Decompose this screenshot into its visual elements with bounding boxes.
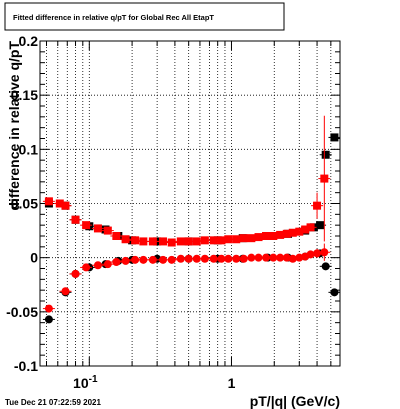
data-point-square [247, 234, 256, 243]
data-point-circle [288, 254, 297, 263]
data-point-square [200, 236, 209, 245]
data-point-circle [131, 255, 140, 264]
data-point-square [82, 221, 91, 230]
data-point-circle [313, 249, 322, 258]
data-point-circle [209, 254, 218, 263]
data-point-square [131, 236, 140, 245]
data-point-circle [217, 254, 226, 263]
data-point-square [209, 236, 218, 245]
y-tick-label: 0.15 [11, 87, 38, 103]
data-point-square [288, 228, 297, 237]
data-point-circle [167, 255, 176, 264]
data-point-circle [112, 258, 121, 266]
data-point-square [224, 235, 233, 244]
data-point-square [313, 201, 322, 210]
data-point-circle [247, 253, 256, 262]
y-tick-label: 0 [30, 250, 38, 266]
data-point-square [301, 225, 310, 234]
data-point-circle [321, 262, 330, 271]
data-point-circle [148, 255, 157, 264]
data-point-circle [82, 263, 91, 272]
data-point-circle [254, 253, 263, 262]
data-marks [42, 115, 341, 324]
data-point-circle [320, 248, 329, 257]
data-point-circle [103, 260, 112, 269]
data-point-square [217, 236, 226, 245]
chart-title: Fitted difference in relative q/pT for G… [13, 13, 214, 22]
data-point-square [167, 238, 176, 247]
title-box: Fitted difference in relative q/pT for G… [4, 2, 285, 31]
grid [40, 41, 340, 366]
data-point-circle [200, 254, 209, 263]
data-point-square [55, 199, 64, 208]
data-point-circle [224, 254, 233, 263]
data-point-square [184, 237, 193, 246]
y-tick-label: -0.1 [14, 358, 38, 374]
data-point-square [295, 227, 304, 236]
data-point-square [103, 226, 112, 235]
data-point-circle [159, 255, 168, 264]
data-point-circle [71, 269, 80, 278]
data-point-square [121, 235, 130, 244]
x-tick-label: 10-1 [73, 374, 98, 391]
tick-labels: -0.1 -0.05 0 0.05 0.1 0.15 0.2 10-1 1 [6, 33, 235, 391]
data-point-square [112, 232, 121, 240]
x-axis-label: pT/|q| (GeV/c) [250, 393, 340, 409]
data-point-square [93, 224, 102, 233]
data-point-circle [276, 253, 285, 262]
x-tick-label: 1 [228, 375, 236, 391]
data-point-circle [239, 254, 248, 263]
data-point-square [176, 237, 185, 246]
title-frame [4, 2, 285, 31]
data-point-square [71, 215, 80, 224]
data-point-square [254, 233, 263, 242]
data-point-square [159, 237, 168, 246]
data-point-circle [93, 261, 102, 270]
data-point-square [282, 229, 291, 238]
y-axis-label: difference in relative q/pT [6, 41, 22, 211]
y-tick-label: 0.05 [11, 196, 38, 212]
data-point-square [192, 237, 201, 246]
data-point-square [320, 174, 329, 183]
data-point-circle [269, 253, 278, 262]
y-tick-label: 0.2 [19, 33, 39, 49]
data-point-circle [330, 288, 339, 297]
data-point-square [148, 237, 157, 246]
data-point-circle [176, 254, 185, 263]
data-point-square [232, 235, 241, 244]
data-point-square [239, 234, 248, 243]
data-point-square [276, 230, 285, 239]
data-point-square [321, 150, 330, 159]
y-tick-label: -0.05 [6, 304, 38, 320]
data-point-square [61, 201, 70, 210]
data-point-circle [61, 287, 70, 296]
data-point-square [306, 223, 315, 232]
data-point-circle [262, 253, 271, 262]
data-point-square [44, 197, 53, 206]
data-point-circle [121, 256, 130, 265]
timestamp: Tue Dec 21 07:22:59 2021 [5, 398, 101, 407]
data-point-circle [282, 253, 291, 262]
axis-ticks [40, 40, 340, 367]
data-point-circle [139, 255, 148, 264]
data-point-circle [184, 254, 193, 263]
data-point-circle [232, 254, 241, 263]
data-point-square [269, 232, 278, 240]
data-point-circle [44, 304, 53, 313]
data-point-circle [306, 250, 315, 259]
data-point-square [316, 221, 325, 230]
data-point-circle [44, 315, 53, 324]
y-tick-label: 0.1 [19, 141, 39, 157]
data-point-circle [192, 254, 201, 263]
data-point-square [262, 232, 271, 240]
data-point-square [330, 133, 339, 142]
data-point-square [139, 237, 148, 246]
